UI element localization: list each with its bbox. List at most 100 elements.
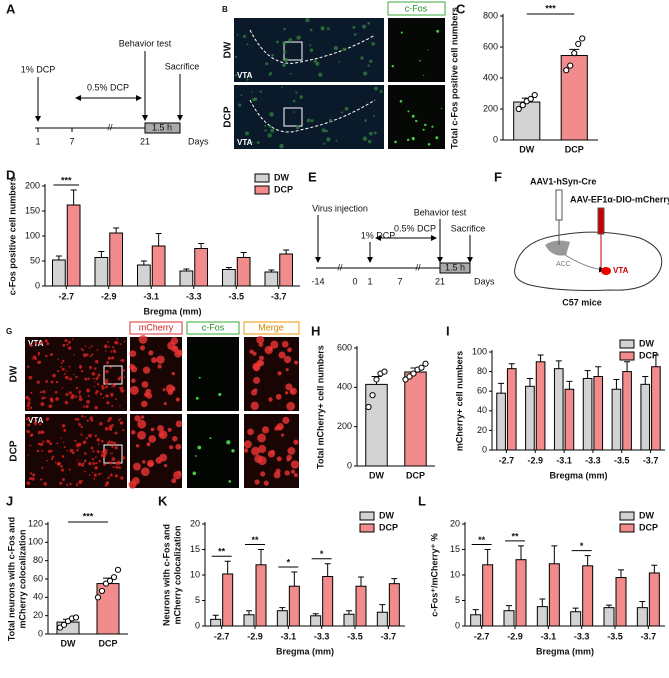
row-label: DW	[9, 365, 20, 382]
cell-signal	[78, 422, 80, 424]
bar	[535, 361, 546, 451]
cell-signal	[333, 45, 338, 51]
cell-signal	[163, 402, 167, 406]
cell-signal	[259, 90, 263, 93]
cell-signal	[104, 483, 108, 487]
region-outline	[249, 29, 376, 133]
x-tick-label: -3.7	[643, 455, 659, 465]
cell-signal	[260, 471, 266, 477]
cell-signal	[195, 396, 199, 400]
cell-signal	[82, 440, 87, 445]
cell-signal	[159, 432, 165, 437]
x-tick-label: -3.7	[641, 631, 657, 641]
cell-signal	[399, 99, 403, 103]
error-bar	[98, 251, 105, 258]
x-axis-label: Bregma (mm)	[143, 306, 201, 316]
cell-signal	[66, 483, 69, 486]
bar	[525, 385, 535, 451]
bar	[553, 368, 564, 451]
cell-signal	[27, 423, 31, 427]
chart: K 0 5 10 15 20 Neurons with c-Fos and mCherry c…	[158, 493, 405, 656]
cell-signal	[91, 372, 96, 376]
legend-label: DCP	[639, 522, 658, 532]
cell-signal	[122, 368, 125, 372]
error-bar	[358, 576, 364, 587]
legend-swatch	[619, 511, 635, 521]
y-tick-label: 80	[477, 366, 487, 376]
error-bar	[498, 382, 505, 394]
significance: *	[580, 541, 584, 551]
cell-signal	[27, 430, 31, 434]
bar	[404, 371, 427, 467]
cell-signal	[250, 401, 259, 411]
cell-signal	[89, 365, 93, 369]
cell-signal	[137, 419, 147, 429]
x-tick-label: -3.5	[347, 631, 363, 641]
cell-signal	[290, 389, 295, 394]
vta-region	[601, 267, 611, 275]
cell-signal	[78, 423, 82, 427]
cell-signal	[362, 24, 367, 29]
bar	[264, 271, 279, 287]
cell-signal	[367, 64, 370, 67]
bar	[222, 269, 236, 287]
y-tick-label: 20	[477, 425, 487, 435]
error-bar	[572, 607, 579, 612]
row-label: DW	[223, 41, 234, 58]
cell-signal	[64, 338, 68, 343]
bar	[94, 257, 109, 287]
cell-signal	[299, 95, 303, 99]
timeline-a: A 1.5 h // 1 7 21 Days 1% DCP 0.5% DCP B…	[6, 1, 209, 146]
cell-signal	[138, 334, 148, 344]
cell-signal	[264, 124, 267, 127]
cell-signal	[92, 450, 95, 453]
cell-signal	[110, 440, 114, 444]
error-bar	[225, 267, 232, 270]
cell-signal	[281, 340, 289, 348]
x-tick-label: -3.1	[281, 631, 297, 641]
cell-signal	[66, 343, 69, 346]
cell-signal	[102, 453, 107, 458]
cell-signal	[282, 41, 287, 46]
x-tick-label: DW	[519, 144, 534, 154]
cell-signal	[412, 138, 415, 141]
cell-signal	[427, 143, 431, 146]
bar	[343, 613, 355, 627]
cell-signal	[236, 34, 239, 36]
cell-signal	[441, 107, 443, 110]
tick-label: 21	[435, 276, 445, 286]
cell-signal	[108, 424, 113, 429]
cell-signal	[50, 353, 54, 357]
cell-signal	[240, 94, 243, 97]
cell-signal	[122, 456, 126, 460]
duration: 1.5 h	[152, 122, 172, 132]
error-bar	[258, 549, 264, 565]
cell-signal	[60, 366, 62, 368]
error-bar	[279, 607, 286, 611]
panel-label: K	[158, 493, 168, 508]
cell-signal	[282, 50, 287, 54]
cell-signal	[61, 478, 65, 481]
data-point	[579, 35, 586, 42]
cell-signal	[94, 386, 96, 388]
error-bar	[113, 227, 120, 233]
cell-signal	[407, 110, 410, 113]
cell-signal	[141, 381, 149, 388]
cell-signal	[44, 339, 48, 343]
cell-signal	[151, 357, 157, 364]
cell-signal	[269, 112, 274, 117]
y-tick-label: 15	[190, 544, 200, 554]
cell-signal	[90, 345, 93, 348]
cell-signal	[119, 417, 122, 420]
cell-signal	[61, 468, 65, 472]
cell-signal	[107, 356, 111, 360]
error-bar	[240, 252, 247, 258]
error-bar	[312, 613, 319, 616]
cell-signal	[34, 421, 37, 424]
cell-signal	[177, 470, 182, 475]
panel-label: G	[6, 327, 12, 336]
row-label: DCP	[9, 440, 20, 461]
cell-signal	[36, 449, 40, 453]
significance: **	[218, 547, 226, 557]
micrograph	[388, 18, 445, 82]
